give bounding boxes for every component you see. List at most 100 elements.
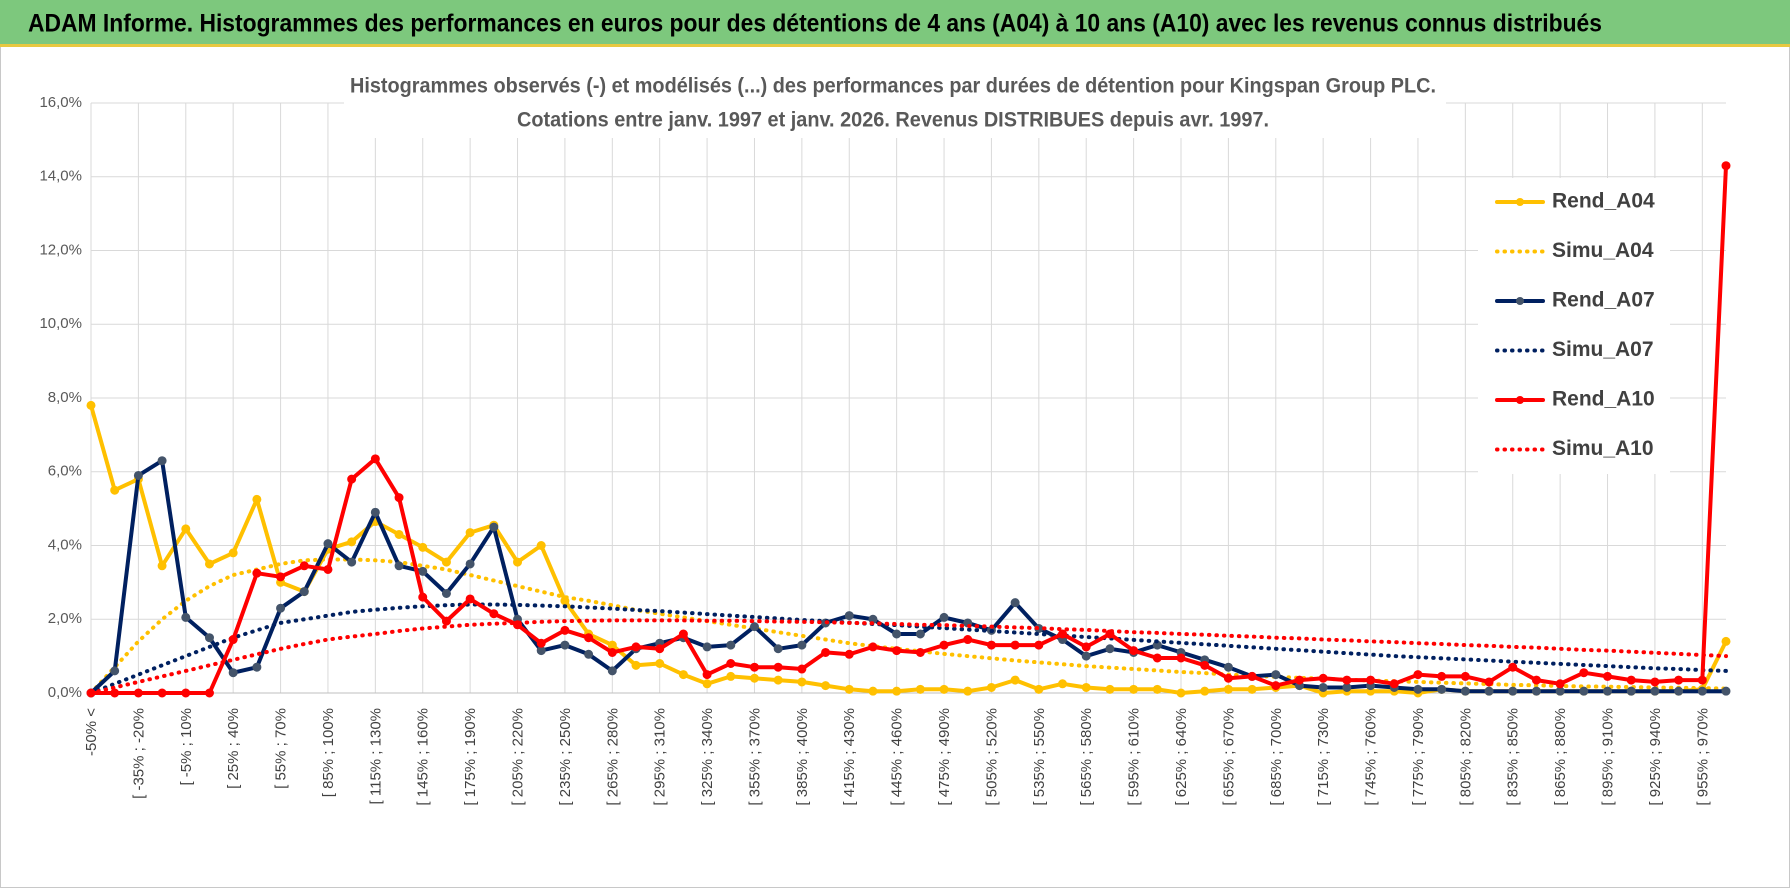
data-point: [892, 629, 902, 639]
data-point: [204, 633, 214, 643]
data-point: [1674, 686, 1684, 696]
data-point: [892, 646, 902, 656]
x-tick-label: -50% <: [83, 708, 100, 756]
data-point: [1531, 675, 1541, 685]
data-point: [797, 664, 807, 674]
data-point: [607, 647, 617, 657]
data-point: [394, 561, 404, 571]
data-point: [821, 681, 831, 691]
x-tick-label: [ 175% ; 190%: [462, 708, 479, 806]
data-point: [1389, 679, 1399, 689]
data-point: [1697, 675, 1707, 685]
data-point: [370, 454, 380, 464]
data-point: [441, 557, 451, 567]
x-tick-label: [ 355% ; 370%: [746, 708, 763, 806]
banner-rule: [0, 44, 1790, 47]
data-point: [655, 659, 665, 668]
data-point: [276, 572, 286, 582]
data-point: [797, 677, 807, 687]
data-point: [1697, 686, 1707, 696]
data-point: [773, 675, 783, 685]
data-point: [726, 640, 736, 650]
y-tick-label: 0,0%: [48, 684, 82, 701]
x-tick-label: [ 265% ; 280%: [604, 708, 621, 806]
y-tick-label: 6,0%: [48, 463, 82, 480]
legend-label: Rend_A04: [1552, 190, 1655, 213]
data-point: [1555, 686, 1565, 696]
data-point: [1674, 675, 1684, 685]
x-tick-label: [ -5% ; 10%: [178, 708, 195, 786]
data-point: [986, 640, 996, 650]
data-point: [1129, 684, 1139, 694]
legend-label: Simu_A04: [1552, 239, 1654, 262]
data-point: [1626, 675, 1636, 685]
data-point: [536, 541, 546, 550]
data-point: [418, 592, 428, 602]
data-point: [915, 647, 925, 657]
x-tick-label: [ 625% ; 640%: [1173, 708, 1190, 806]
data-point: [560, 625, 570, 635]
data-point: [749, 622, 759, 632]
data-point: [1603, 671, 1613, 681]
data-point: [441, 588, 451, 598]
data-point: [773, 644, 783, 654]
data-point: [607, 640, 617, 650]
legend-label: Simu_A07: [1552, 338, 1654, 361]
legend-label: Simu_A10: [1552, 437, 1654, 460]
data-point: [702, 642, 712, 652]
data-point: [133, 688, 143, 698]
data-point: [1176, 653, 1186, 663]
x-tick-label: [ 205% ; 220%: [509, 708, 526, 806]
legend-marker: [1516, 198, 1524, 206]
data-point: [110, 666, 120, 676]
data-point: [1626, 686, 1636, 696]
data-point: [157, 456, 167, 466]
data-point: [726, 671, 736, 681]
data-point: [1437, 671, 1447, 681]
data-point: [252, 494, 262, 504]
data-point: [678, 629, 688, 639]
data-point: [939, 612, 949, 622]
data-point: [536, 638, 546, 648]
legend-label: Rend_A07: [1552, 289, 1655, 312]
legend-marker: [1516, 396, 1524, 404]
data-point: [1650, 686, 1660, 696]
x-tick-label: [ 775% ; 790%: [1410, 708, 1427, 806]
data-point: [1200, 686, 1210, 696]
x-tick-label: [ 535% ; 550%: [1031, 708, 1048, 806]
x-tick-label: [ 955% ; 970%: [1694, 708, 1711, 806]
data-point: [1152, 653, 1162, 663]
data-point: [181, 524, 191, 534]
data-point: [299, 561, 309, 571]
data-point: [1366, 675, 1376, 685]
data-point: [749, 662, 759, 672]
data-point: [370, 507, 380, 517]
data-point: [1271, 681, 1281, 691]
data-point: [1152, 684, 1162, 694]
data-point: [465, 594, 475, 604]
data-point: [1342, 675, 1352, 685]
data-point: [607, 666, 617, 676]
x-tick-label: [ 445% ; 460%: [889, 708, 906, 806]
y-tick-label: 8,0%: [48, 389, 82, 406]
data-point: [560, 640, 570, 650]
x-tick-label: [ 115% ; 130%: [367, 708, 384, 804]
x-tick-label: [ -35% ; -20%: [130, 708, 147, 799]
data-point: [1081, 682, 1091, 692]
data-point: [1271, 670, 1281, 680]
x-tick-label: [ 85% ; 100%: [320, 708, 337, 797]
data-point: [489, 609, 499, 619]
data-point: [323, 539, 333, 549]
x-tick-label: [ 685% ; 700%: [1268, 708, 1285, 806]
data-point: [252, 662, 262, 672]
data-point: [1413, 670, 1423, 680]
banner: [0, 0, 1790, 46]
x-tick-label: [ 835% ; 850%: [1505, 708, 1522, 806]
legend-label: Rend_A10: [1552, 388, 1655, 411]
data-point: [1176, 688, 1186, 698]
data-point: [584, 649, 594, 659]
data-point: [347, 557, 357, 567]
data-point: [276, 603, 286, 613]
data-point: [631, 642, 641, 652]
data-point: [1603, 686, 1613, 696]
